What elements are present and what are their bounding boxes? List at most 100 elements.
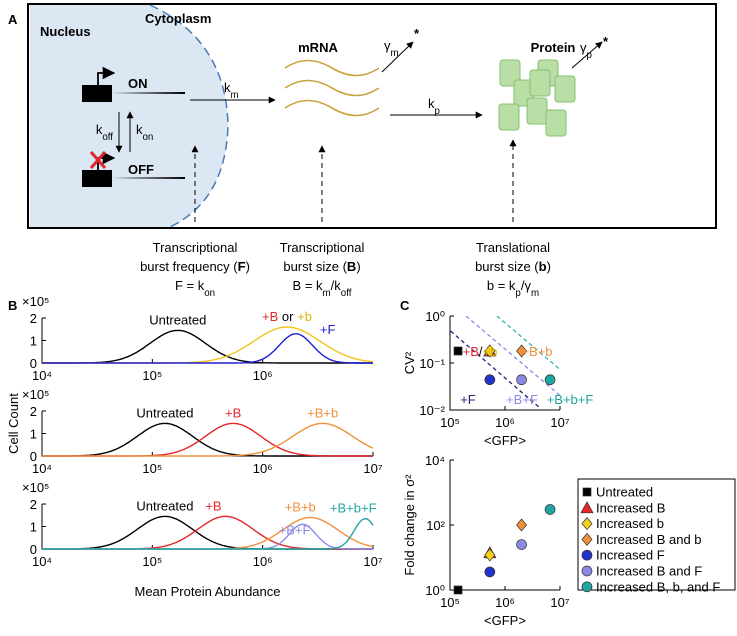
panel-label-part: B — [8, 298, 17, 313]
rate-label-part: m — [391, 48, 399, 59]
y-tick-label-part: 1 — [30, 520, 37, 535]
rate-label: γm — [384, 38, 399, 59]
rate-label-part: k — [96, 122, 103, 137]
legend-label-part: Increased B — [596, 500, 665, 515]
ltr-label: LTR — [85, 171, 110, 186]
marker — [516, 344, 528, 358]
density-curve — [42, 523, 373, 550]
annotation: +B/+b — [463, 344, 498, 359]
curve-label-part: +B+b — [307, 405, 338, 420]
y-tick-label-part: 1 — [30, 334, 37, 349]
fit-lines — [450, 316, 560, 409]
nucleus-label-part: Nucleus — [40, 24, 91, 39]
curve-label: Untreated — [136, 405, 193, 420]
annotation-part: +B+b — [521, 344, 552, 359]
annotation: +B+b+F — [547, 392, 594, 407]
marker — [484, 374, 496, 386]
density-curve — [42, 518, 374, 550]
state-label: OFF — [128, 162, 154, 177]
marker — [516, 518, 528, 532]
marker — [484, 566, 496, 578]
x-tick-label: 10⁵ — [142, 368, 162, 383]
curve-label: +B — [205, 498, 221, 513]
x-tick-label-part: 10⁶ — [253, 554, 273, 569]
y-tick-label: 10⁰ — [425, 309, 445, 324]
caption-line-part: Transcriptional — [280, 240, 365, 255]
y-multiplier-part: ×10⁵ — [22, 480, 49, 495]
cytoplasm-label-part: Cytoplasm — [145, 11, 211, 26]
x-tick-label: 10⁶ — [495, 415, 515, 430]
nuclear-membrane — [149, 4, 229, 228]
rate-label-part: k — [136, 122, 143, 137]
annotation-part: / — [479, 344, 483, 359]
marker — [484, 548, 496, 562]
caption-line: F = kon — [175, 278, 215, 299]
legend-label-part: Increased B and b — [596, 532, 702, 547]
curve-label: +B+b — [307, 405, 338, 420]
annotation: +B+F — [506, 392, 538, 407]
y-tick-label: 2 — [30, 497, 37, 512]
caption-line-part: ) — [356, 259, 360, 274]
caption-line: Transcriptional — [280, 240, 365, 255]
y-axis-label-part: CV² — [402, 351, 417, 374]
y-tick-label: 1 — [30, 334, 37, 349]
caption-line-part: F = k — [175, 278, 205, 293]
y-tick-label-part: 0 — [30, 542, 37, 557]
annotation-part: +B — [463, 344, 479, 359]
y-tick-label: 0 — [30, 542, 37, 557]
y-multiplier-part: ×10⁵ — [22, 387, 49, 402]
degraded-label-part: * — [414, 26, 420, 41]
legend-label: Untreated — [596, 485, 653, 500]
caption-line-part: off — [341, 288, 352, 299]
caption-line-part: /k — [331, 278, 342, 293]
x-tick-label-part: 10⁷ — [550, 595, 569, 610]
curve-label-part: +B — [262, 309, 278, 324]
x-tick-label-part: 10⁶ — [253, 368, 273, 383]
marker — [453, 346, 463, 356]
x-tick-label: 10⁶ — [253, 368, 273, 383]
nucleus-label: Nucleus — [40, 24, 91, 39]
y-tick-label-part: 10² — [426, 518, 445, 533]
rate-label-part: off — [102, 132, 113, 143]
marker — [544, 374, 556, 386]
state-label-part: ON — [128, 76, 148, 91]
legend-label: Increased F — [596, 548, 665, 563]
species-label: mRNA — [298, 40, 338, 55]
caption-line-part: b = k — [487, 278, 516, 293]
density-curve — [42, 422, 373, 457]
y-tick-label: 10⁴ — [425, 453, 445, 468]
panel-label: C — [400, 298, 410, 313]
gene-on — [82, 66, 185, 102]
annotation: +F — [460, 392, 476, 407]
annotation-part: +F — [460, 392, 476, 407]
rate-label: km — [224, 80, 239, 101]
y-tick-label: 2 — [30, 311, 37, 326]
caption-line-part: Translational — [476, 240, 550, 255]
legend-label-part: Untreated — [596, 485, 653, 500]
marker — [516, 374, 527, 386]
caption-line-part: on — [204, 288, 215, 299]
species-label: Protein — [531, 40, 576, 55]
legend-label: Increased B and b — [596, 532, 702, 547]
x-tick-label: 10⁶ — [495, 595, 515, 610]
rate-label-part: p — [587, 50, 593, 61]
rate-label-part: m — [231, 90, 239, 101]
degraded-label: * — [603, 34, 609, 49]
caption-line-part: burst size ( — [283, 259, 347, 274]
panel-label: A — [8, 12, 18, 27]
caption-line-part: ) — [547, 259, 551, 274]
curve-label-part: Untreated — [136, 498, 193, 513]
x-tick-label-part: 10⁵ — [142, 554, 162, 569]
marker — [581, 549, 593, 561]
y-multiplier: ×10⁵ — [22, 480, 49, 495]
curve-label: +B+b — [285, 500, 316, 515]
curve-label: +F — [320, 322, 336, 337]
curve-label: +B — [225, 405, 241, 420]
y-multiplier: ×10⁵ — [22, 387, 49, 402]
rate-label-part: on — [143, 132, 154, 143]
species-label-part: mRNA — [298, 40, 338, 55]
state-label: ON — [128, 76, 148, 91]
marker — [581, 565, 593, 577]
